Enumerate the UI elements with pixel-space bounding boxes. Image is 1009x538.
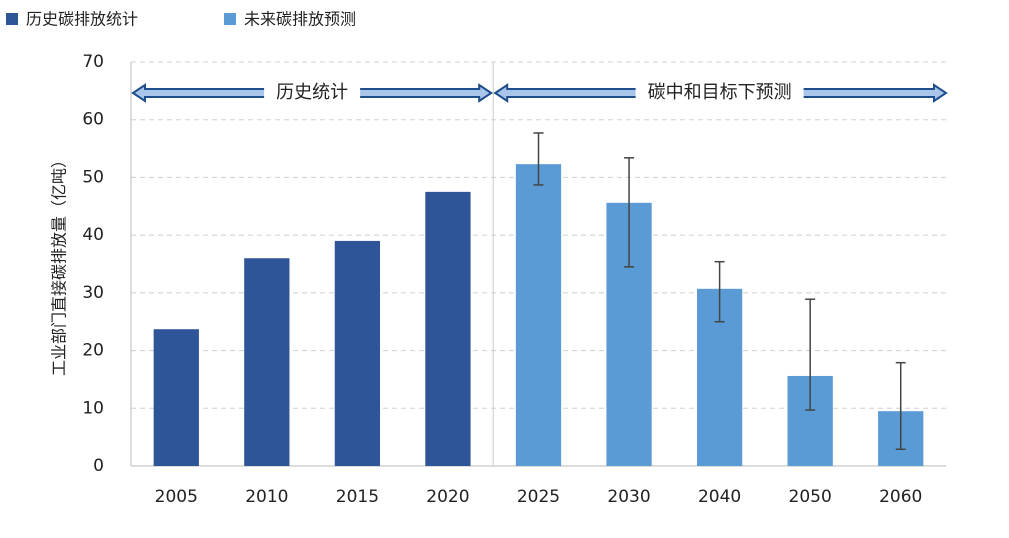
bar — [244, 258, 290, 466]
y-tick-label: 10 — [82, 398, 104, 418]
legend-label: 未来碳排放预测 — [244, 10, 356, 29]
bar — [334, 240, 381, 466]
x-tick-label: 2050 — [789, 487, 832, 507]
annotation: 历史统计 — [276, 82, 348, 103]
annotation: 碳中和目标下预测 — [648, 82, 792, 103]
y-tick-label: 50 — [82, 167, 104, 187]
y-tick-label: 40 — [82, 225, 104, 245]
x-tick-label: 2010 — [245, 487, 288, 507]
legend-swatch — [6, 13, 18, 25]
legend-label: 历史碳排放统计 — [26, 10, 138, 29]
y-tick-label: 20 — [82, 341, 104, 361]
y-axis-label: 工业部门直接碳排放量（亿吨） — [50, 152, 69, 376]
x-tick-label: 2015 — [336, 487, 379, 507]
x-tick-label: 2005 — [155, 487, 198, 507]
legend-swatch — [224, 13, 236, 25]
bar — [153, 329, 199, 466]
bar — [425, 191, 471, 466]
x-tick-label: 2020 — [426, 487, 469, 507]
annotation-bg — [264, 79, 361, 107]
y-tick-label: 60 — [82, 110, 104, 130]
bar — [515, 164, 562, 466]
y-tick-label: 70 — [82, 52, 104, 72]
x-tick-label: 2040 — [698, 487, 741, 507]
x-tick-label: 2025 — [517, 487, 560, 507]
y-tick-label: 0 — [93, 456, 104, 476]
annotation-bg — [635, 79, 804, 107]
x-tick-label: 2060 — [879, 487, 922, 507]
x-tick-label: 2030 — [607, 487, 650, 507]
y-tick-label: 30 — [82, 283, 104, 303]
